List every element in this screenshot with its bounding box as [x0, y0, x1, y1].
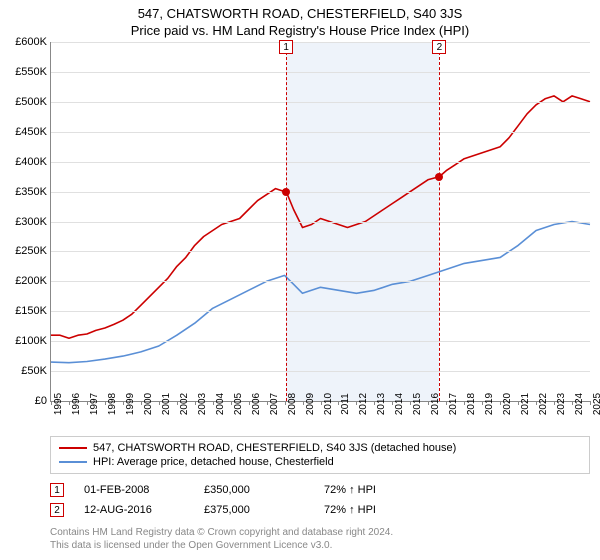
chart-plot-area: £0£50K£100K£150K£200K£250K£300K£350K£400…: [50, 42, 590, 402]
x-axis-label: 2003: [197, 393, 208, 415]
x-axis-label: 2015: [412, 393, 423, 415]
x-axis-label: 2004: [215, 393, 226, 415]
legend-label: 547, CHATSWORTH ROAD, CHESTERFIELD, S40 …: [93, 442, 456, 454]
chart-container: 547, CHATSWORTH ROAD, CHESTERFIELD, S40 …: [0, 0, 600, 560]
y-axis-label: £50K: [21, 365, 51, 377]
x-axis-label: 1996: [71, 393, 82, 415]
y-axis-label: £600K: [15, 36, 51, 48]
gridline: [51, 192, 590, 193]
gridline: [51, 281, 590, 282]
transaction-row: 1 01-FEB-2008 £350,000 72% ↑ HPI: [50, 480, 590, 500]
gridline: [51, 371, 590, 372]
gridline: [51, 311, 590, 312]
legend-item: HPI: Average price, detached house, Ches…: [59, 455, 581, 469]
gridline: [51, 72, 590, 73]
y-axis-label: £350K: [15, 186, 51, 198]
x-axis-label: 2005: [233, 393, 244, 415]
x-axis-label: 2024: [574, 393, 585, 415]
y-axis-label: £0: [35, 395, 51, 407]
marker-dot: [435, 173, 443, 181]
x-axis-label: 2011: [340, 393, 351, 415]
footer-line2: This data is licensed under the Open Gov…: [50, 539, 590, 552]
y-axis-label: £500K: [15, 96, 51, 108]
transaction-pct: 72% ↑ HPI: [324, 484, 404, 496]
x-axis-label: 1995: [53, 393, 64, 415]
legend-swatch: [59, 447, 87, 449]
transaction-row: 2 12-AUG-2016 £375,000 72% ↑ HPI: [50, 500, 590, 520]
legend-swatch: [59, 461, 87, 463]
title-address: 547, CHATSWORTH ROAD, CHESTERFIELD, S40 …: [0, 0, 600, 21]
marker-box: 2: [432, 40, 446, 54]
y-axis-label: £400K: [15, 156, 51, 168]
x-axis-label: 2018: [466, 393, 477, 415]
y-axis-label: £150K: [15, 305, 51, 317]
gridline: [51, 222, 590, 223]
footer-line1: Contains HM Land Registry data © Crown c…: [50, 526, 590, 539]
transaction-pct: 72% ↑ HPI: [324, 504, 404, 516]
transaction-table: 1 01-FEB-2008 £350,000 72% ↑ HPI 2 12-AUG-201…: [50, 480, 590, 520]
x-axis-label: 2021: [520, 393, 531, 415]
x-axis-label: 2001: [161, 393, 172, 415]
x-tick: [590, 401, 591, 405]
x-axis-label: 2017: [448, 393, 459, 415]
transaction-marker: 1: [50, 483, 64, 497]
x-axis-label: 2006: [251, 393, 262, 415]
legend-label: HPI: Average price, detached house, Ches…: [93, 456, 334, 468]
marker-vline: [439, 42, 440, 401]
x-axis-label: 2016: [430, 393, 441, 415]
x-axis-label: 2009: [305, 393, 316, 415]
marker-dot: [282, 188, 290, 196]
y-axis-label: £250K: [15, 245, 51, 257]
transaction-price: £375,000: [204, 504, 304, 516]
gridline: [51, 102, 590, 103]
x-axis-label: 1999: [125, 393, 136, 415]
y-axis-label: £300K: [15, 216, 51, 228]
gridline: [51, 42, 590, 43]
x-axis-label: 2008: [287, 393, 298, 415]
y-axis-label: £450K: [15, 126, 51, 138]
transaction-marker: 2: [50, 503, 64, 517]
x-axis-labels: 1995199619971998199920002001200220032004…: [50, 402, 590, 432]
x-axis-label: 2025: [592, 393, 600, 415]
footer-attribution: Contains HM Land Registry data © Crown c…: [50, 526, 590, 552]
y-axis-label: £550K: [15, 66, 51, 78]
x-axis-label: 2000: [143, 393, 154, 415]
x-axis-label: 2014: [394, 393, 405, 415]
marker-vline: [286, 42, 287, 401]
x-axis-label: 2002: [179, 393, 190, 415]
x-axis-label: 1997: [89, 393, 100, 415]
legend-item: 547, CHATSWORTH ROAD, CHESTERFIELD, S40 …: [59, 441, 581, 455]
gridline: [51, 132, 590, 133]
marker-box: 1: [279, 40, 293, 54]
transaction-date: 12-AUG-2016: [84, 504, 184, 516]
x-axis-label: 1998: [107, 393, 118, 415]
transaction-date: 01-FEB-2008: [84, 484, 184, 496]
x-axis-label: 2010: [323, 393, 334, 415]
x-axis-label: 2007: [269, 393, 280, 415]
y-axis-label: £100K: [15, 335, 51, 347]
y-axis-label: £200K: [15, 275, 51, 287]
legend-box: 547, CHATSWORTH ROAD, CHESTERFIELD, S40 …: [50, 436, 590, 474]
gridline: [51, 162, 590, 163]
x-axis-label: 2012: [358, 393, 369, 415]
transaction-price: £350,000: [204, 484, 304, 496]
x-axis-label: 2023: [556, 393, 567, 415]
x-axis-label: 2019: [484, 393, 495, 415]
x-axis-label: 2022: [538, 393, 549, 415]
gridline: [51, 341, 590, 342]
x-axis-label: 2020: [502, 393, 513, 415]
title-subtitle: Price paid vs. HM Land Registry's House …: [0, 21, 600, 42]
gridline: [51, 251, 590, 252]
x-axis-label: 2013: [376, 393, 387, 415]
